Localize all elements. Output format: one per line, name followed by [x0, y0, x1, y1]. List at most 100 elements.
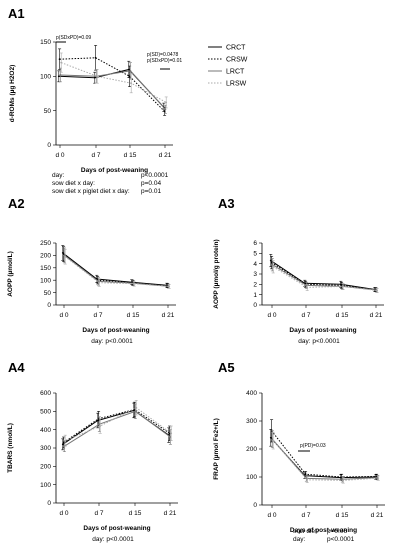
y-axis-label: TBARS (nmol/L) [7, 423, 14, 473]
data-point [96, 75, 99, 78]
y-tick-label: 400 [246, 390, 257, 397]
series-line-crct [270, 260, 375, 290]
series-line-lrct [64, 255, 169, 287]
legend-label-lrct: LRCT [226, 69, 245, 76]
stat-label: sow diet: [293, 528, 319, 535]
x-tick-label: d 7 [94, 510, 103, 517]
data-point [304, 473, 307, 476]
data-point [97, 417, 100, 420]
data-point [270, 261, 273, 264]
x-axis-label: Days of post-weaning [82, 327, 149, 334]
series-line-lrsw [272, 266, 378, 291]
data-point [61, 443, 64, 446]
series-line-lrct [272, 264, 377, 291]
series-line-crsw [271, 430, 377, 478]
y-tick-label: 0 [47, 302, 51, 309]
panel-label-a2: A2 [8, 196, 25, 211]
y-tick-label: 300 [40, 445, 51, 452]
series-line-lrsw [272, 440, 379, 481]
data-point [94, 56, 97, 59]
chart-a5: A5 0 100 200 300 400 d 0 d 7 d 15 d 21 FRAP (µmol … [213, 360, 385, 543]
x-tick-label: d 15 [336, 512, 349, 519]
annotation: p(SDxPD)=0.01 [147, 58, 182, 64]
x-tick-label: d 7 [301, 312, 310, 319]
data-point [170, 432, 173, 435]
data-point [269, 436, 272, 439]
y-tick-label: 1 [253, 292, 257, 299]
chart-a3: A3 0 1 2 3 4 5 6 d 0 d 7 d 15 d 21 AOPP (µmol/g prot… [213, 196, 384, 345]
x-axis-label: Days of post-weaning [289, 327, 356, 334]
data-point [93, 76, 96, 79]
x-tick-label: d 15 [129, 510, 142, 517]
stat-label: day: [52, 172, 64, 179]
data-point [98, 281, 101, 284]
y-tick-label: 500 [40, 409, 51, 416]
data-point [127, 68, 130, 71]
data-point [62, 441, 65, 444]
y-tick-label: 200 [246, 446, 257, 453]
series-line-lrct [64, 410, 171, 447]
data-point [305, 477, 308, 480]
stat-value: p<0.0001 [141, 172, 169, 179]
data-point [271, 263, 274, 266]
y-tick-label: 2 [253, 282, 257, 289]
stat-label: sow diet x day: [52, 180, 95, 187]
y-tick-label: 150 [40, 39, 51, 46]
x-tick-label: d 21 [370, 312, 383, 319]
data-point [169, 436, 172, 438]
data-point [305, 284, 308, 287]
annotation: p(PD)=0.03 [300, 443, 326, 449]
series-line-lrsw [64, 256, 170, 287]
x-tick-label: d 7 [93, 312, 102, 319]
y-tick-label: 4 [253, 261, 257, 268]
y-tick-label: 50 [44, 290, 52, 297]
y-axis-label: AOPP (µmol/L) [7, 251, 14, 297]
data-point [306, 286, 309, 289]
panel-label-a5: A5 [218, 360, 235, 375]
x-tick-label: d 0 [59, 510, 68, 517]
series-line-crct [62, 409, 170, 445]
y-tick-label: 6 [253, 240, 257, 247]
stat-label: day: [293, 536, 305, 543]
data-point [96, 419, 99, 422]
x-tick-label: d 0 [59, 312, 68, 319]
stat-text: day: p<0.0001 [91, 338, 133, 345]
data-point [64, 255, 67, 258]
y-axis-label: d-ROMs (µg H2O2) [9, 65, 16, 123]
legend-label-crct: CRCT [226, 45, 246, 52]
panel-label-a1: A1 [8, 6, 25, 21]
y-tick-label: 100 [246, 474, 257, 481]
chart-a1: A1 0 50 100 150 d 0 d 7 d 15 d 21 d-ROMs (µg H2O2… [8, 6, 248, 195]
y-tick-label: 0 [47, 142, 51, 149]
data-point [272, 439, 275, 442]
y-tick-label: 200 [40, 253, 51, 260]
x-tick-label: d 21 [162, 312, 175, 319]
data-point [98, 423, 101, 426]
y-axis-label: AOPP (µmol/g protein) [213, 239, 220, 308]
x-tick-label: d 0 [267, 312, 276, 319]
data-point [128, 75, 131, 78]
data-point [58, 58, 61, 61]
stat-text: day: p<0.0001 [298, 338, 340, 345]
x-tick-label: d 21 [159, 152, 172, 159]
x-tick-label: d 15 [124, 152, 137, 159]
panel-label-a3: A3 [218, 196, 235, 211]
x-tick-label: d 0 [267, 512, 276, 519]
y-tick-label: 100 [40, 74, 51, 81]
series-line-lrsw [61, 62, 167, 103]
y-tick-label: 0 [253, 502, 257, 509]
y-tick-label: 0 [253, 302, 257, 309]
data-point [168, 285, 171, 288]
series-line-lrct [60, 70, 166, 110]
data-point [134, 410, 137, 413]
y-tick-label: 600 [40, 390, 51, 397]
x-tick-label: d 15 [127, 312, 140, 319]
data-point [377, 477, 380, 480]
series-line-crct [62, 252, 167, 286]
y-tick-label: 100 [40, 277, 51, 284]
annotation: p(SDxPD)=0.09 [56, 35, 91, 41]
panel-label-a4: A4 [8, 360, 25, 375]
y-tick-label: 250 [40, 240, 51, 247]
series-line-lrsw [65, 407, 172, 442]
